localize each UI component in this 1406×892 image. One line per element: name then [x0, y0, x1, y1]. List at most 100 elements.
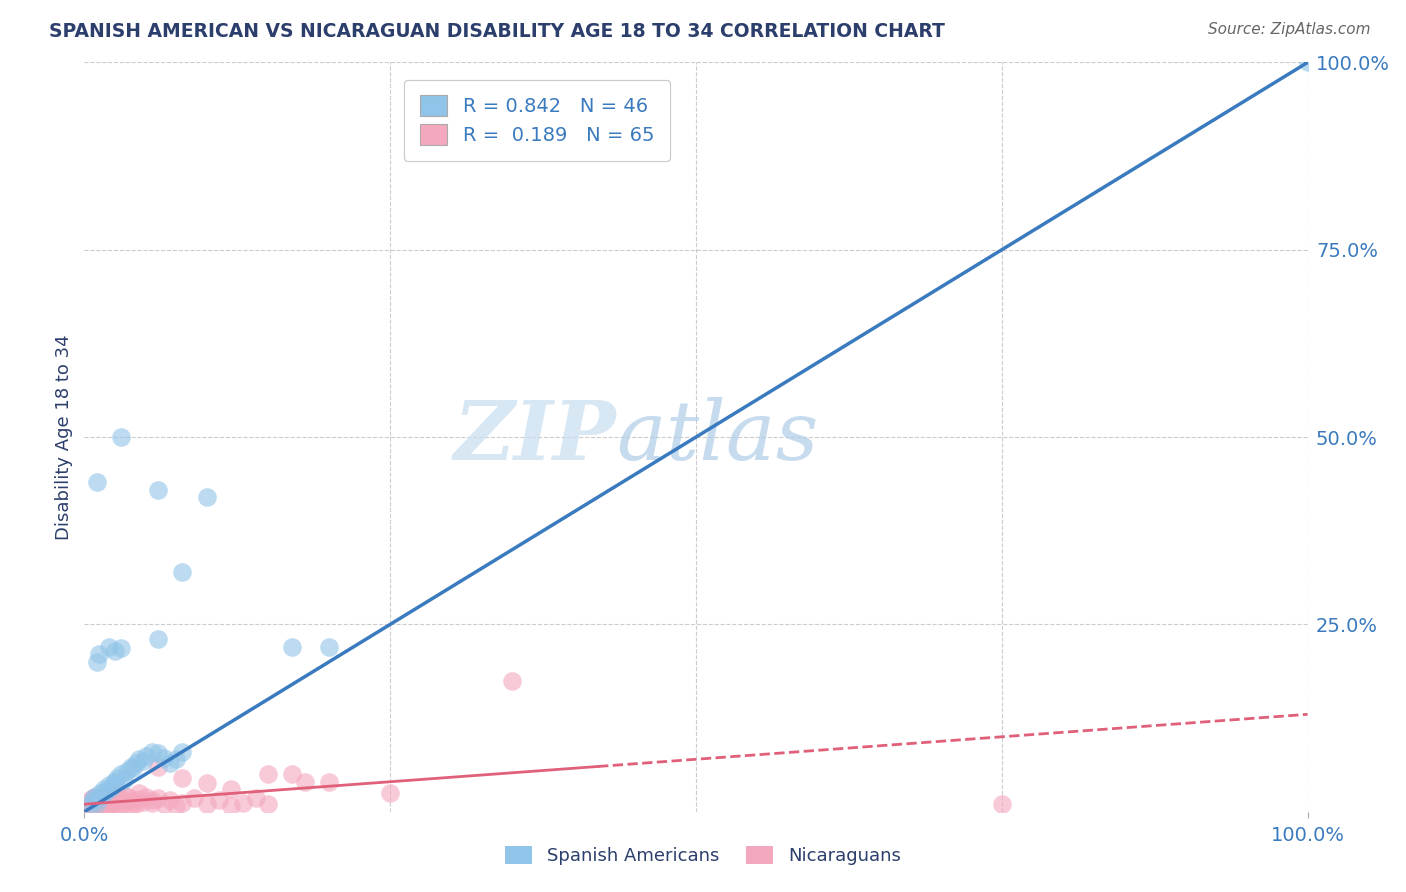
Point: [128, 752, 150, 766]
Point: [183, 791, 205, 805]
Point: [257, 797, 280, 812]
Point: [141, 745, 163, 759]
Point: [86, 796, 108, 810]
Text: Source: ZipAtlas.com: Source: ZipAtlas.com: [1208, 22, 1371, 37]
Point: [125, 756, 148, 770]
Point: [110, 641, 132, 656]
Point: [84, 789, 107, 804]
Point: [90, 797, 112, 811]
Point: [83, 789, 105, 804]
Point: [100, 780, 122, 795]
Point: [110, 797, 132, 812]
Point: [96, 783, 118, 797]
Point: [257, 767, 280, 781]
Point: [96, 789, 118, 804]
Y-axis label: Disability Age 18 to 34: Disability Age 18 to 34: [55, 334, 73, 540]
Legend: R = 0.842   N = 46, R =  0.189   N = 65: R = 0.842 N = 46, R = 0.189 N = 65: [405, 79, 669, 161]
Point: [101, 796, 124, 810]
Point: [91, 789, 114, 803]
Point: [89, 794, 111, 808]
Point: [87, 791, 110, 805]
Point: [172, 796, 194, 810]
Point: [82, 791, 104, 805]
Point: [104, 776, 127, 790]
Point: [86, 655, 108, 669]
Point: [79, 797, 101, 812]
Point: [991, 797, 1014, 812]
Point: [135, 748, 157, 763]
Point: [232, 796, 254, 810]
Point: [502, 673, 524, 688]
Point: [380, 786, 402, 800]
Point: [97, 779, 120, 793]
Point: [87, 793, 110, 807]
Point: [294, 774, 316, 789]
Point: [132, 754, 155, 768]
Point: [120, 760, 142, 774]
Point: [110, 430, 132, 444]
Point: [117, 789, 139, 804]
Point: [110, 767, 132, 781]
Point: [146, 746, 169, 760]
Point: [79, 793, 101, 807]
Point: [122, 794, 145, 808]
Point: [107, 791, 129, 805]
Point: [1296, 55, 1319, 70]
Point: [82, 793, 104, 807]
Point: [104, 643, 127, 657]
Point: [159, 756, 181, 770]
Point: [86, 796, 108, 810]
Point: [159, 793, 181, 807]
Point: [245, 791, 267, 805]
Point: [122, 761, 145, 775]
Point: [83, 798, 105, 813]
Point: [281, 640, 304, 654]
Text: atlas: atlas: [616, 397, 818, 477]
Point: [76, 798, 98, 813]
Point: [112, 773, 135, 788]
Point: [146, 632, 169, 647]
Point: [87, 797, 110, 812]
Text: ZIP: ZIP: [454, 397, 616, 477]
Point: [219, 782, 242, 797]
Point: [112, 793, 135, 807]
Point: [195, 776, 218, 790]
Point: [87, 648, 110, 662]
Point: [153, 751, 176, 765]
Point: [104, 799, 127, 814]
Point: [172, 565, 194, 579]
Point: [318, 640, 340, 654]
Point: [318, 774, 340, 789]
Point: [77, 796, 100, 810]
Point: [172, 745, 194, 759]
Point: [97, 793, 120, 807]
Point: [132, 795, 155, 809]
Point: [128, 786, 150, 800]
Point: [172, 771, 194, 785]
Point: [120, 798, 142, 813]
Point: [195, 797, 218, 812]
Point: [208, 793, 231, 807]
Point: [105, 797, 128, 811]
Legend: Spanish Americans, Nicaraguans: Spanish Americans, Nicaraguans: [496, 837, 910, 874]
Point: [219, 798, 242, 813]
Point: [77, 800, 100, 814]
Point: [115, 789, 138, 804]
Point: [115, 764, 138, 778]
Point: [91, 791, 114, 805]
Point: [165, 798, 187, 813]
Point: [165, 752, 187, 766]
Point: [146, 483, 169, 497]
Point: [80, 797, 103, 812]
Point: [128, 792, 150, 806]
Point: [195, 490, 218, 504]
Point: [105, 794, 128, 808]
Point: [93, 799, 115, 814]
Point: [153, 797, 176, 812]
Point: [86, 475, 108, 489]
Point: [146, 760, 169, 774]
Point: [103, 790, 125, 805]
Point: [97, 798, 120, 813]
Point: [94, 795, 117, 809]
Point: [281, 767, 304, 781]
